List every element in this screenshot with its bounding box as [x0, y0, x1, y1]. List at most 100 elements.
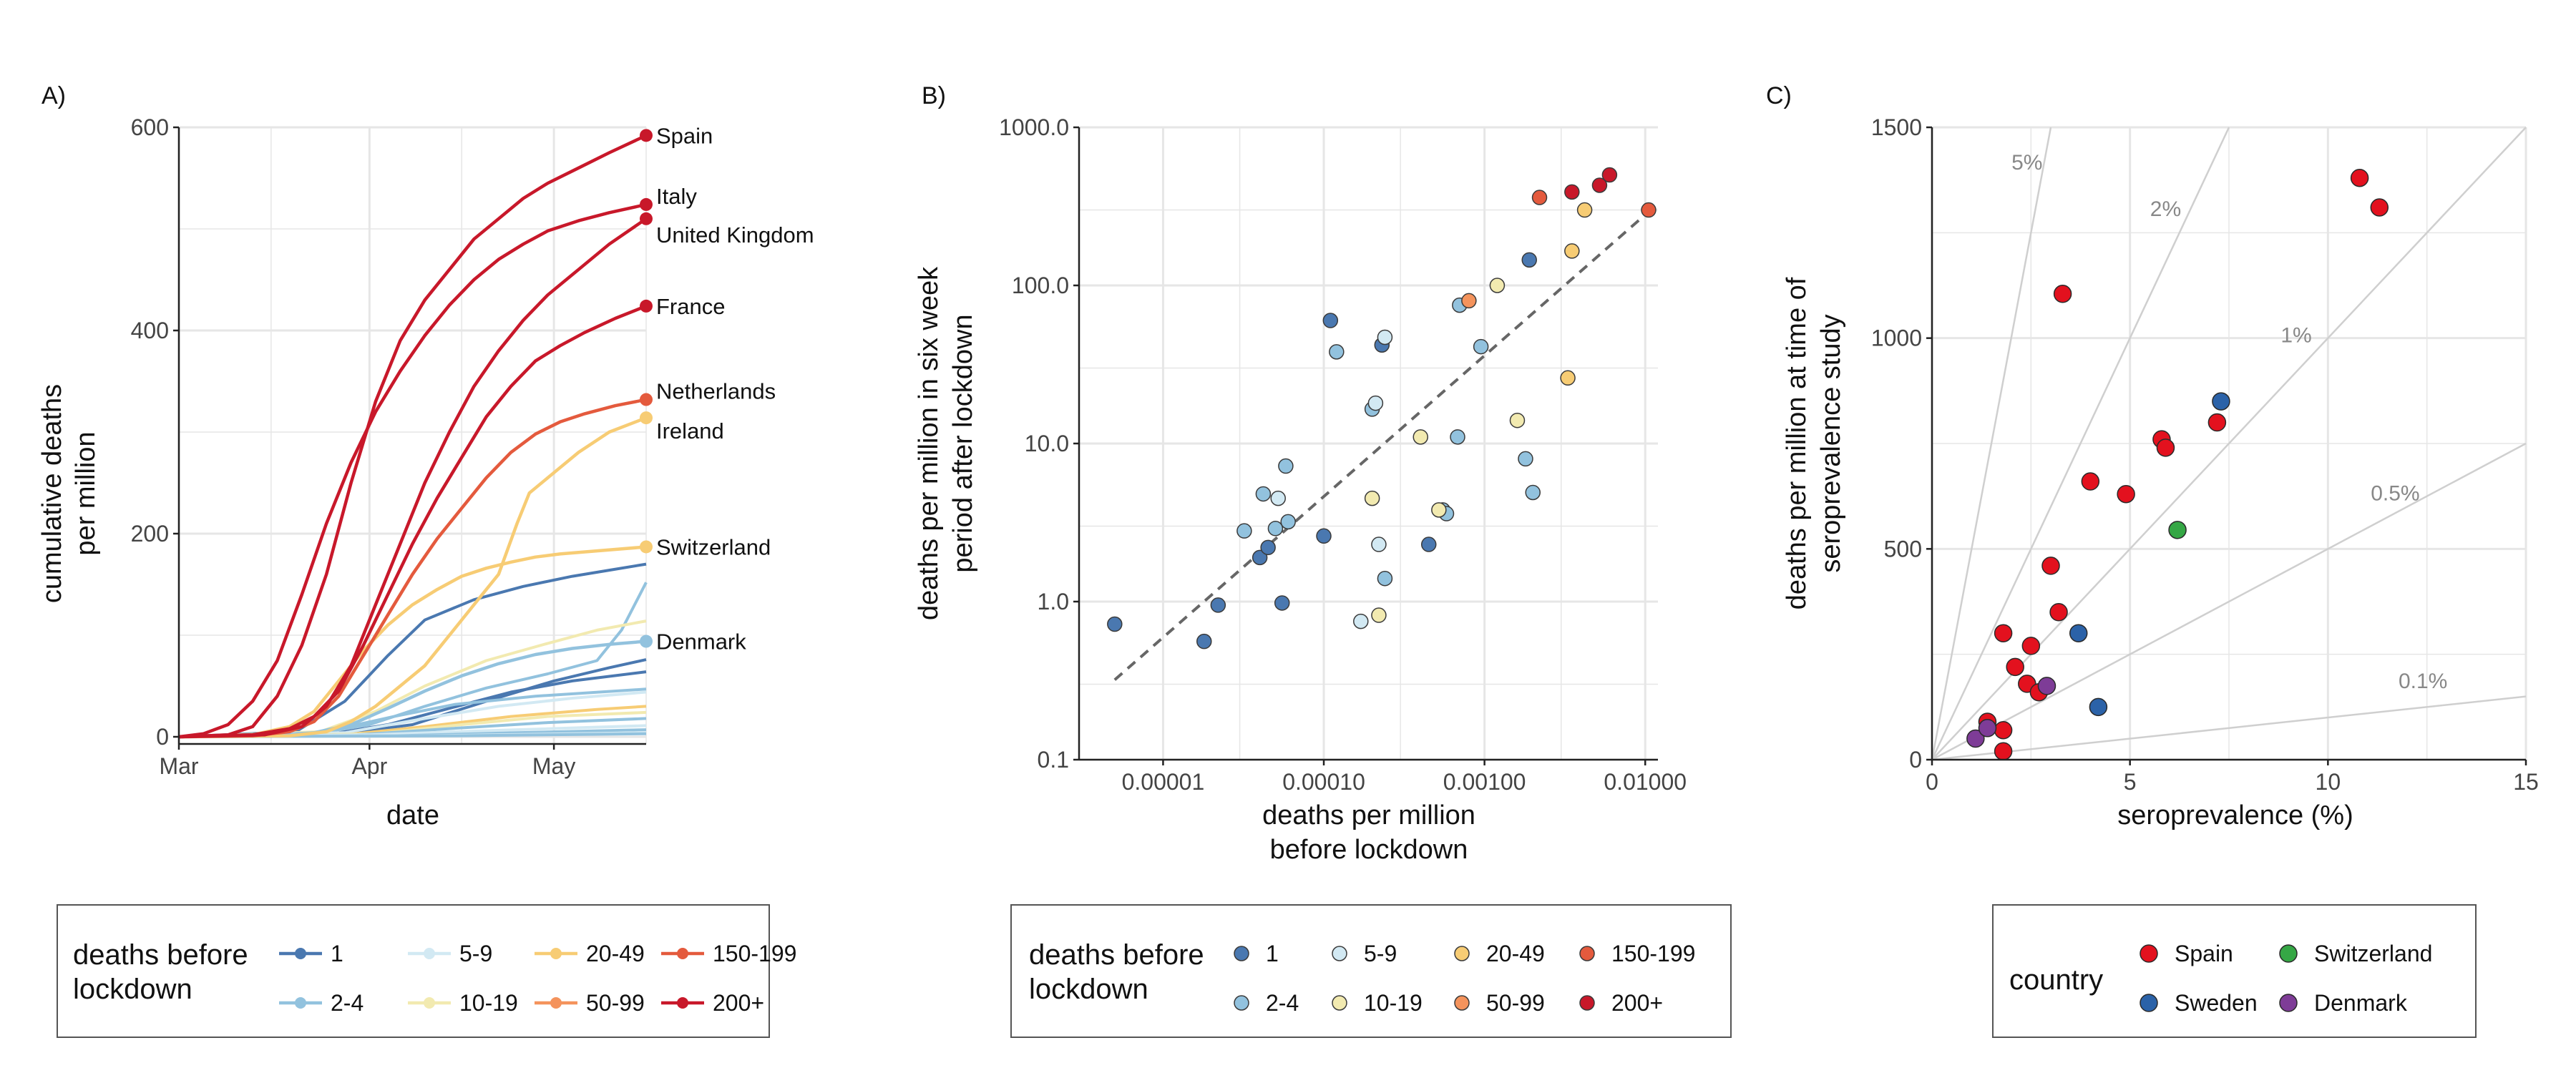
legend-label-5-9: 5-9 [1364, 941, 1397, 966]
panel-a-line-united-kingdom [178, 217, 648, 739]
panel-b-x-axis-title-line-1: deaths per million [1262, 800, 1475, 831]
panel-c-point-spain [2049, 602, 2068, 622]
panel-c-point-spain [2207, 413, 2227, 432]
panel-b-point-5-9 [1353, 613, 1369, 629]
panel-c-y-tick-label: 0 [1909, 747, 1922, 773]
legend-label-150-199: 150-199 [713, 941, 796, 966]
panel-a-label: A) [42, 82, 66, 109]
panel-b-x-tick-label: 0.00100 [1443, 769, 1526, 795]
panel-b-point-20-49 [1576, 202, 1593, 218]
panel-a-endpoint-italy [640, 197, 653, 211]
panel-b-point-1 [1210, 597, 1226, 613]
panel-b-x-tick-label: 0.00001 [1122, 769, 1205, 795]
panel-b-y-axis-title-line-2: period after lockdown [948, 314, 978, 572]
panel-a-country-labels: Denmark Switzerland Ireland Netherlands Fran… [656, 123, 814, 654]
panel-a-y-axis-title-line-2: per million [71, 431, 101, 555]
panel-a-endpoint-france [640, 299, 653, 313]
panel-c-x-tick-label: 15 [2513, 769, 2539, 795]
panel-b-point-2-4 [1450, 429, 1465, 445]
panel-a-y-tick-label: 0 [156, 724, 169, 750]
panel-c-point-spain [1994, 742, 2013, 760]
panel-b-legend-box [1010, 904, 1732, 1038]
panel-a-y-tick-label: 200 [131, 521, 169, 547]
panel-c-point-spain [2370, 198, 2389, 217]
legend-label-200: 200+ [713, 990, 764, 1016]
panel-a-line-switzerland [178, 545, 647, 739]
panel-c-ifr-label-2: 2% [2150, 197, 2181, 221]
panel-b-point-1 [1274, 595, 1290, 611]
panel-a-country-lines [178, 129, 653, 739]
panel-b-point-1 [1316, 528, 1332, 544]
panel-b-y-tick-label: 100.0 [1012, 273, 1069, 298]
panel-a-endpoint-netherlands [640, 393, 653, 406]
panel-b-points [1107, 167, 1657, 650]
panel-b-point-20-49 [1560, 370, 1576, 386]
panel-b-y-tick-label: 1000.0 [999, 114, 1069, 140]
panel-b-point-2-4 [1377, 570, 1393, 587]
legend-label-1: 1 [331, 941, 343, 966]
panel-b-point-2-4 [1518, 451, 1533, 467]
panel-b-point-200 [1591, 177, 1608, 193]
panel-a-endpoint-denmark [640, 635, 653, 648]
panel-b-point-5-9 [1377, 329, 1393, 346]
panel-c-ifr-label-1: 1% [2280, 324, 2311, 348]
panel-a-series-label-switzerland: Switzerland [656, 534, 771, 559]
panel-c-point-spain [2156, 438, 2175, 457]
panel-a: A) Denmark Switzerland Ireland Netherlands F… [37, 82, 814, 1038]
panel-a-line-france [178, 304, 647, 739]
panel-b-point-2-4 [1329, 344, 1345, 360]
panel-b-point-2-4 [1236, 523, 1252, 539]
panel-a-series-label-ireland: Ireland [656, 418, 724, 444]
panel-c-legend-title: country [2009, 964, 2103, 996]
panel-a-legend: deaths before lockdown 1 2-4 5-9 10-19 20-49… [57, 904, 796, 1038]
panel-c-ifr-line-0-1 [1931, 695, 2527, 761]
panel-a-plot-area [179, 127, 646, 744]
panel-c-point-denmark [1978, 719, 1997, 738]
legend-label-20-49: 20-49 [1486, 941, 1545, 966]
legend-key-dot-50-99 [550, 997, 562, 1009]
panel-a-endpoint-spain [640, 129, 653, 142]
panel-b-point-5-9 [1367, 395, 1384, 411]
legend-label-50-99: 50-99 [586, 990, 645, 1016]
panel-b-point-1 [1521, 252, 1537, 268]
panel-a-x-tick-label: Apr [351, 753, 387, 779]
panel-b-x-tick-label: 0.01000 [1604, 769, 1687, 795]
panel-c-axes: 0 500 1000 1500 0 5 10 15 [1871, 114, 2539, 795]
panel-c-point-sweden [2212, 392, 2230, 411]
legend-key-dot-150-199 [677, 948, 688, 959]
legend-key-dot-200 [677, 997, 688, 1009]
panel-b-point-10-19 [1413, 429, 1428, 445]
panel-c-point-spain [2350, 168, 2369, 187]
panel-b-point-10-19 [1489, 278, 1506, 293]
panel-b-point-50-99 [1461, 293, 1477, 309]
panel-b-point-10-19 [1431, 502, 1447, 518]
panel-b-point-10-19 [1364, 490, 1380, 506]
panel-c-ifr-line-5 [1931, 127, 2052, 760]
panel-a-x-axis-title: date [386, 800, 439, 831]
panel-c-ifr-label-0-1: 0.1% [2399, 670, 2447, 693]
panel-c-legend-box [1992, 904, 2477, 1038]
panel-c-y-axis-title-line-2: seroprevalence study [1816, 314, 1846, 572]
panel-c-point-spain [1994, 624, 2013, 642]
panel-b-point-10-19 [1509, 412, 1526, 428]
panel-c-ifr-label-5: 5% [2011, 151, 2042, 175]
panel-b-legend-title-line-1: deaths before [1029, 939, 1204, 971]
legend-label-200: 200+ [1611, 990, 1663, 1016]
panel-c-x-tick-label: 10 [2316, 769, 2341, 795]
panel-c-legend: country Spain Switzerland Sweden Denmark [1992, 904, 2477, 1038]
legend-key-dot-spain [2140, 944, 2158, 963]
panel-c-point-sweden [2089, 697, 2108, 717]
panel-b-y-tick-label: 1.0 [1038, 589, 1069, 614]
panel-a-line-italy [178, 202, 647, 739]
panel-c-point-spain [2053, 285, 2072, 303]
panel-a-x-tick-label: May [532, 753, 575, 779]
panel-c-point-sweden [2069, 624, 2088, 642]
panel-a-y-tick-label: 600 [131, 114, 169, 140]
panel-a-endpoint-united-kingdom [640, 212, 653, 225]
panel-c-point-denmark [2037, 677, 2057, 695]
panel-c-point-switzerland [2168, 521, 2187, 539]
panel-b: B) 0.11.010.0100.01000.00.00001 0.00010 0.… [914, 82, 1732, 1038]
legend-key-dot-sweden [2140, 994, 2158, 1012]
panel-b-fit-line [1113, 213, 1646, 681]
panel-b-point-200 [1564, 184, 1580, 200]
